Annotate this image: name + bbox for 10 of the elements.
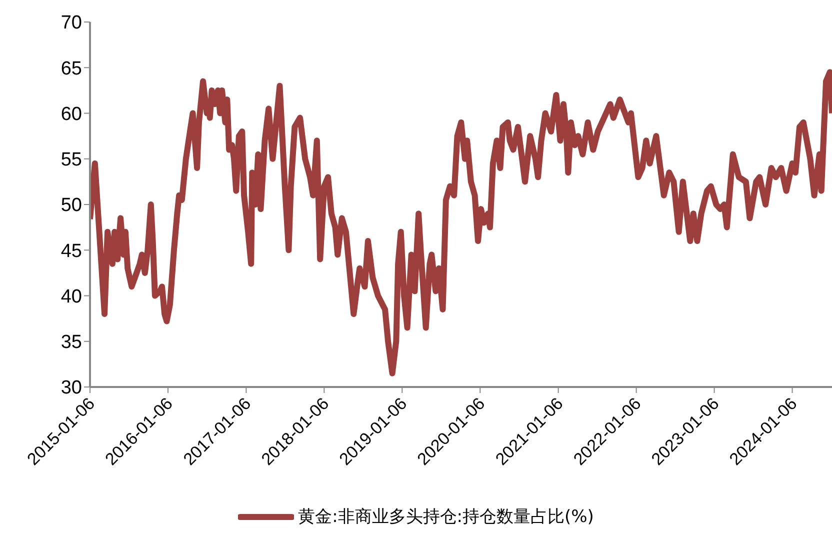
y-tick-label: 65 [60,58,82,80]
y-tick-label: 60 [60,104,82,125]
y-tick-label: 40 [60,286,82,308]
y-tick-label: 45 [60,240,82,262]
y-tick-label: 70 [60,12,82,34]
y-tick-label: 35 [60,332,82,354]
legend-label: 黄金:非商业多头持仓:持仓数量占比(%) [298,506,594,528]
y-tick-label: 55 [60,150,82,171]
y-tick-label: 30 [60,378,82,399]
y-tick-label: 50 [60,195,82,216]
